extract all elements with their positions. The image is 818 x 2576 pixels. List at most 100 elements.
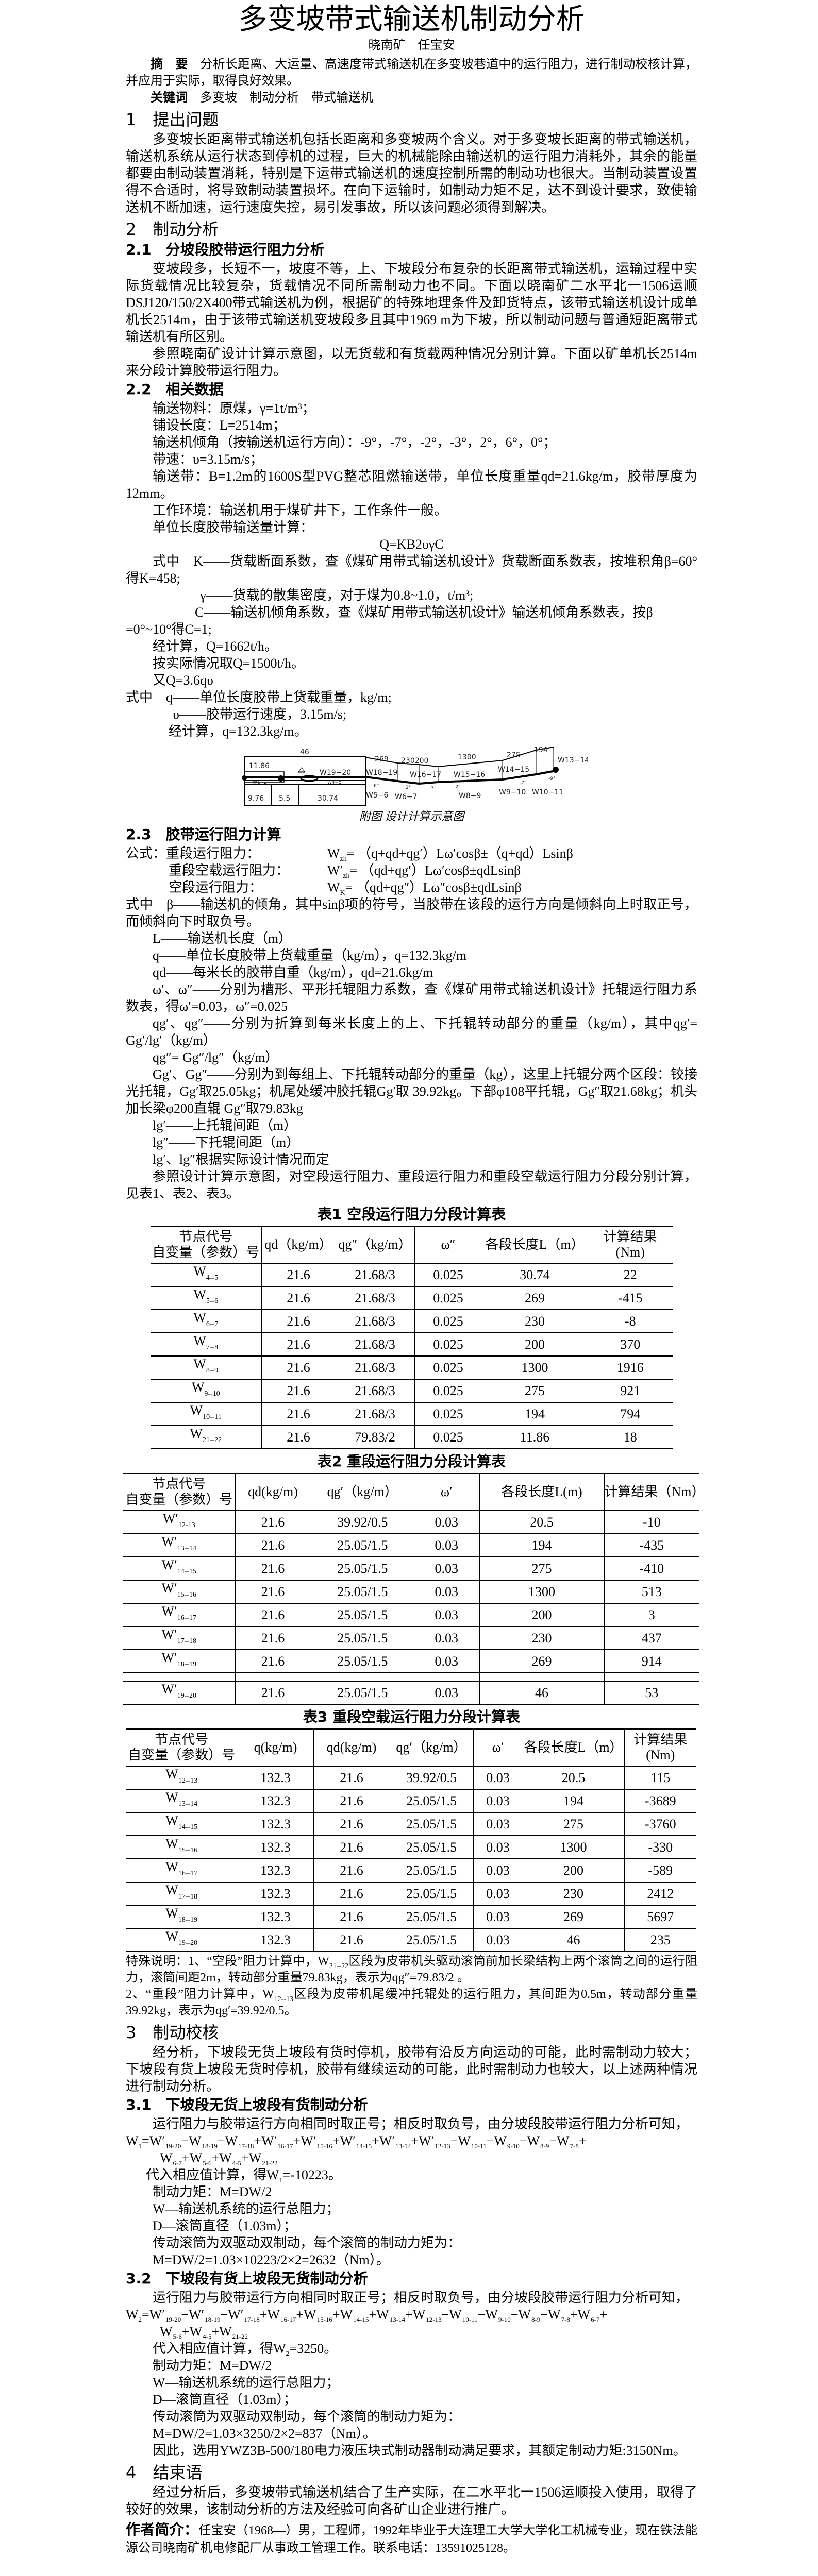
equation-term: +W′15-16 <box>293 2133 332 2150</box>
table-header-row: 节点代号 自变量（参数）号 qd（kg/m） qg″（kg/m） ω″ 各段长度L（m）计… <box>151 1226 673 1264</box>
result-text: =3250。 <box>289 2341 338 2356</box>
table-cell: 3 <box>604 1603 699 1627</box>
term-subscript: 14-15 <box>353 2316 369 2324</box>
section-2-3-heading: 2.3 胶带运行阻力计算 <box>126 826 281 843</box>
equation-term: + <box>599 2307 607 2322</box>
table-cell: 194 <box>479 1533 604 1557</box>
table-cell: 21.68/3 <box>335 1332 414 1357</box>
term-symbol: W <box>577 2307 591 2322</box>
equation-term: −W9-10 <box>486 2133 520 2149</box>
table-3-title: 表3 重段空载运行阻力分段计算表 <box>303 1708 521 1725</box>
table-cell: 269 <box>479 1649 604 1673</box>
equation-term: −W′17-18 <box>221 2307 260 2323</box>
table-cell: -589 <box>624 1858 696 1883</box>
node-symbol: W <box>193 1310 206 1325</box>
fig-label: 230200 <box>401 757 428 765</box>
table-cell: 0.025 <box>414 1309 482 1333</box>
torque-calc-2: M=DW/2=1.03×3250/2×2=837（Nm）。 <box>153 2426 376 2441</box>
table-cell: 0.03 <box>414 1510 479 1534</box>
equation-term: −W10-11 <box>450 2133 487 2150</box>
column-header: qg′（kg/m） <box>310 1473 414 1511</box>
term-subscript: 15-16 <box>316 2142 332 2150</box>
fig-label: 11.86 <box>249 762 270 770</box>
table-cell: 21.6 <box>235 1533 311 1557</box>
equation-term: −W10-11 <box>442 2307 478 2323</box>
operator: + <box>211 2324 220 2339</box>
term-subscript: 10-11 <box>471 2142 487 2150</box>
data-length: 铺设长度：L=2514m； <box>153 418 286 433</box>
section-4-heading: 4 结束语 <box>126 2463 203 2482</box>
table-cell: 20.5 <box>522 1766 624 1790</box>
node-symbol: W <box>190 1426 203 1441</box>
data-speed: 带速：υ=3.15m/s； <box>153 452 263 467</box>
table-row: W′12-13 21.6 39.92/0.5 0.03 20.5 -10 <box>123 1510 699 1534</box>
table-cell: 513 <box>604 1580 699 1604</box>
section-4-paragraph: 经过分析后，多变坡带式输送机结合了生产实际，在二水平北一1506运顺投入使用，取… <box>126 2485 697 2517</box>
term-subscript: 13-14 <box>395 2142 411 2150</box>
formula-symbol: W <box>327 880 340 895</box>
table-cell: 0.025 <box>414 1332 482 1357</box>
column-header-text: 各段长度L(m) <box>501 1484 582 1499</box>
torque-formula: 制动力矩：M=DW/2 <box>153 2184 272 2199</box>
lg-note: lg′、lg″根据实际设计情况而定 <box>153 1152 329 1167</box>
operator: + <box>293 2133 301 2148</box>
table-cell: 21.6 <box>313 1858 390 1883</box>
node-subscript: 13--14 <box>178 1800 198 1808</box>
def-q2: q——单位长度胶带上货载重量（kg/m），q=132.3kg/m <box>153 948 467 963</box>
operator: − <box>486 2133 494 2148</box>
node-symbol: W <box>165 1883 178 1897</box>
fig-label: 194 <box>534 746 548 754</box>
data-belt: 输送带：B=1.2m的1600S型PVG整芯阻燃输送带，单位长度重量qd=21.… <box>126 469 697 501</box>
section-2-1-heading: 2.1 分坡段胶带运行阻力分析 <box>126 241 325 258</box>
table-row: W′19--20 21.6 25.05/1.5 0.03 46 53 <box>123 1681 699 1705</box>
column-header: 各段长度L（m） <box>481 1226 588 1264</box>
note-text: 2、“重段”阻力计算中，W <box>126 1988 274 2001</box>
table-cell: 132.3 <box>237 1882 313 1906</box>
node-code-cell: W′15--16 <box>123 1580 235 1604</box>
table-cell: 0.025 <box>414 1425 482 1449</box>
formula-subscript: K <box>340 889 345 897</box>
formula-body: = （q+qd+qg′）Lω′cosβ±（q+qd）Lsinβ <box>346 846 573 861</box>
term-symbol: W <box>518 2307 531 2322</box>
table-3: 节点代号 自变量（参数）号 q(kg/m) qd(kg/m) qg′（kg/m） ω′ 各段… <box>126 1728 696 1952</box>
table-cell: 11.86 <box>481 1425 588 1449</box>
node-subscript: 19--20 <box>177 1692 197 1700</box>
fig-label: W16−17 <box>410 771 441 779</box>
table-cell: 21.6 <box>313 1905 390 1929</box>
column-header: 节点代号 自变量（参数）号 <box>151 1226 261 1264</box>
node-symbol: W′ <box>161 1557 177 1572</box>
table-cell: 25.05/1.5 <box>389 1835 473 1859</box>
column-header-text: ω′ <box>440 1484 453 1499</box>
table-cell: 0.03 <box>473 1905 523 1929</box>
column-header-text: ω″ <box>441 1237 456 1252</box>
table-header-row: 节点代号 自变量（参数）号 qd(kg/m) qg′（kg/m） ω′ 各段长度L(m) 计… <box>123 1473 705 1511</box>
column-header-text: qd（kg/m） <box>264 1237 332 1252</box>
node-code-cell: W7--8 <box>151 1332 261 1357</box>
node-subscript: 17--18 <box>177 1637 197 1645</box>
node-code-cell: W17--18 <box>126 1882 238 1906</box>
fig-angle: -3° <box>429 786 436 791</box>
node-symbol: W′ <box>161 1534 177 1549</box>
table-cell: 21.68/3 <box>335 1402 414 1426</box>
tables-reference: 参照设计计算示意图，对空段运行阻力、重段运行阻力和重段空载运行阻力分段分别计算，… <box>126 1169 697 1201</box>
node-symbol: W <box>165 1906 178 1921</box>
term-subscript: 19-20 <box>165 2142 181 2150</box>
table-cell: 39.92/0.5 <box>389 1766 473 1790</box>
table-row: W′13--14 21.6 25.05/1.5 0.03 194 -435 <box>123 1533 699 1557</box>
table-row: W′17--18 21.6 25.05/1.5 0.03 230 437 <box>123 1626 699 1650</box>
table-row: W19--20 132.3 21.6 25.05/1.5 0.03 46 235 <box>126 1928 696 1952</box>
term-subscript: 18-19 <box>202 2142 218 2150</box>
table-cell: 914 <box>604 1649 699 1673</box>
fig-angle: 6° <box>374 784 379 789</box>
equals-sign: = <box>142 2133 149 2148</box>
note-subscript: 12--13 <box>274 1995 294 2003</box>
table-cell: 21.6 <box>313 1928 390 1952</box>
equation-term: +W14-15 <box>332 2307 369 2324</box>
table-cell <box>479 1672 604 1682</box>
equation-term: −W9-10 <box>478 2307 511 2323</box>
formula-label: 公式：重段运行阻力： <box>126 846 260 861</box>
node-subscript: 14--15 <box>177 1568 197 1575</box>
column-header: qg″（kg/m） <box>335 1226 414 1264</box>
table-cell: 21.6 <box>313 1882 390 1906</box>
